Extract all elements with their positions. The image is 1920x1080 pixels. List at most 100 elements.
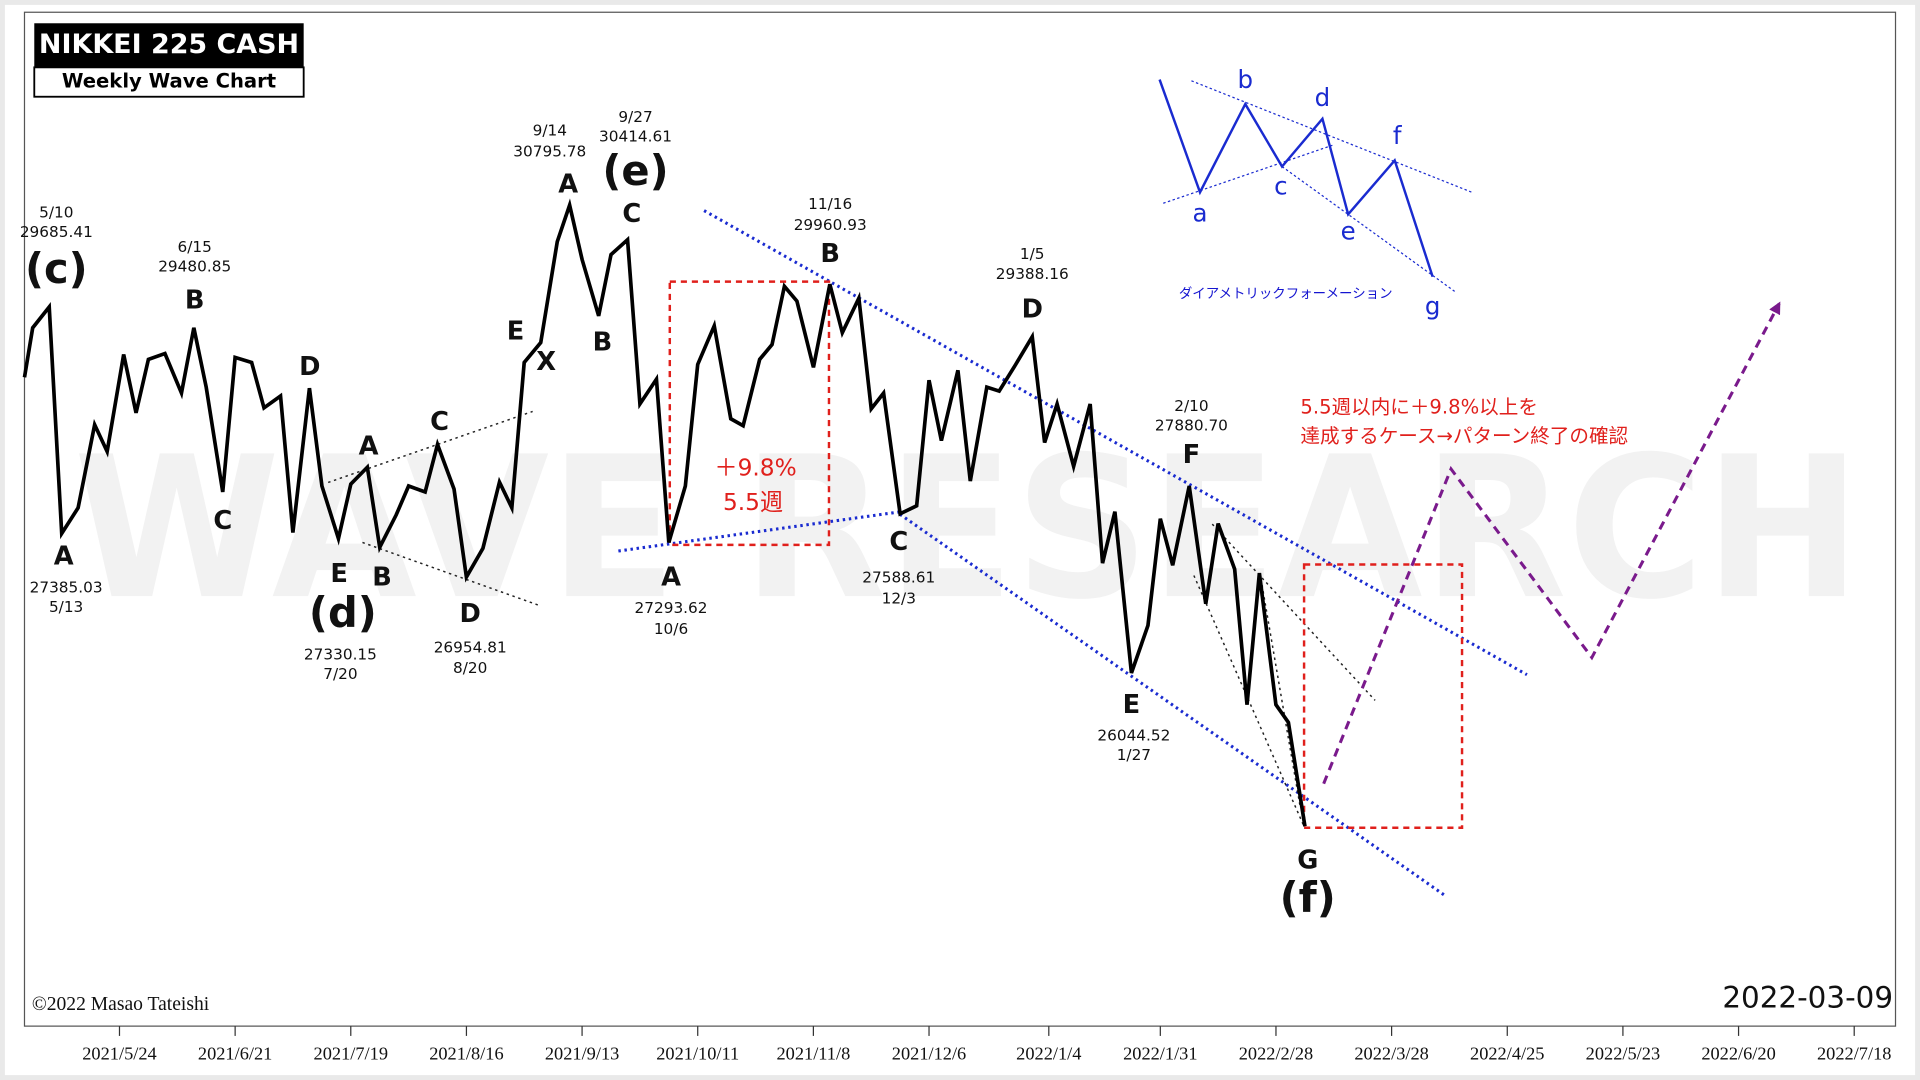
x-tick-label: 2021/7/19 <box>314 1044 388 1064</box>
wave-label: A <box>558 169 578 199</box>
wave-label: 26954.81 <box>434 638 507 656</box>
wave-label: 6/15 <box>178 238 212 256</box>
x-tick-label: 2022/6/20 <box>1701 1044 1775 1064</box>
inset-label: d <box>1315 83 1331 112</box>
x-tick-label: 2021/11/8 <box>776 1044 850 1064</box>
wave-label: D <box>299 352 320 382</box>
wave-label: 5.5週 <box>723 489 783 516</box>
x-tick-label: 2022/2/28 <box>1239 1044 1313 1064</box>
wave-label: C <box>889 527 908 557</box>
wave-label: X <box>536 347 556 377</box>
inset-label: e <box>1341 217 1356 246</box>
wave-label: (d) <box>309 588 377 637</box>
inset-line <box>1281 166 1456 292</box>
wave-label: G <box>1297 845 1318 875</box>
wave-label: 29685.41 <box>20 223 93 241</box>
wave-label: B <box>820 239 840 269</box>
wave-label: 9/14 <box>533 122 567 140</box>
wave-label: 27880.70 <box>1155 417 1228 435</box>
wave-label: F <box>1183 440 1201 470</box>
x-tick-label: 2021/6/21 <box>198 1044 272 1064</box>
drawing-layer: 2021/5/24 2021/6/21 2021/7/19 2021/8/16 2021… <box>20 65 1892 1064</box>
wave-label: 9/27 <box>618 108 652 126</box>
projection-arrow <box>1322 301 1781 785</box>
inset-label: b <box>1238 65 1254 94</box>
price-line <box>22 198 1307 827</box>
chart-background <box>4 4 1916 1076</box>
x-tick-label: 2021/9/13 <box>545 1044 619 1064</box>
chart-subtitle: Weekly Wave Chart <box>62 70 276 93</box>
trend-line <box>362 541 542 607</box>
channel-line <box>899 513 1447 898</box>
wave-label: 27293.62 <box>635 599 708 617</box>
wave-label: C <box>622 199 641 229</box>
wave-label: B <box>185 286 205 316</box>
x-tick-label: 2021/10/11 <box>656 1044 739 1064</box>
highlight-box <box>668 280 831 547</box>
wave-label: 26044.52 <box>1097 726 1170 744</box>
wave-label: D <box>460 599 481 629</box>
x-tick-label: 2022/5/23 <box>1586 1044 1660 1064</box>
wave-label: B <box>593 327 613 357</box>
highlight-box <box>1302 563 1464 829</box>
inset-label: g <box>1425 291 1441 320</box>
wave-label: (c) <box>25 244 88 293</box>
wave-label: E <box>1123 690 1141 720</box>
wave-label: 11/16 <box>808 195 852 213</box>
copyright: ©2022 Masao Tateishi <box>32 994 210 1015</box>
x-tick-label: 2021/5/24 <box>82 1044 156 1064</box>
x-tick-label: 2022/7/18 <box>1817 1044 1891 1064</box>
wave-label: 12/3 <box>882 589 916 607</box>
wave-label: 1/5 <box>1020 245 1045 263</box>
wave-label: C <box>213 506 232 536</box>
wave-label: 5/10 <box>39 204 73 222</box>
wave-label: 29960.93 <box>794 216 867 234</box>
inset-caption: ダイアメトリックフォーメーション <box>1179 286 1393 302</box>
x-tick-label: 2021/8/16 <box>429 1044 503 1064</box>
inset-wave <box>1158 79 1434 278</box>
x-tick-label: 2022/1/4 <box>1016 1044 1081 1064</box>
inset-label: a <box>1193 198 1208 227</box>
inset-line <box>1163 143 1335 204</box>
wave-label: A <box>661 562 681 592</box>
x-tick-label: 2021/12/6 <box>892 1044 966 1064</box>
wave-label: B <box>372 562 392 592</box>
wave-label: (e) <box>602 146 668 195</box>
wave-label: 2/10 <box>1174 397 1208 415</box>
chart-title: NIKKEI 225 CASH <box>39 29 299 60</box>
inset-line <box>1191 80 1473 193</box>
wave-label: (f) <box>1280 873 1336 922</box>
wave-label: 29480.85 <box>158 257 231 275</box>
wave-label: 30795.78 <box>513 142 586 160</box>
channel-line <box>703 209 1528 677</box>
wave-label: E <box>330 559 348 589</box>
x-tick-label: 2022/3/28 <box>1354 1044 1428 1064</box>
wave-label: 1/27 <box>1117 746 1151 764</box>
inset-label: c <box>1274 171 1287 200</box>
wave-label: 7/20 <box>323 665 357 683</box>
wave-label: D <box>1022 294 1043 324</box>
wave-label: 27385.03 <box>30 578 103 596</box>
wave-label: 27330.15 <box>304 646 377 664</box>
wave-label: 10/6 <box>654 620 688 638</box>
wave-label: 8/20 <box>453 659 487 677</box>
wave-label: 29388.16 <box>996 265 1069 283</box>
note: 達成するケース→パターン終了の確認 <box>1300 425 1628 448</box>
note: 5.5週以内に＋9.8%以上を <box>1300 395 1538 418</box>
wave-label: 30414.61 <box>599 128 672 146</box>
wave-label: 27588.61 <box>862 568 935 586</box>
wave-label: C <box>430 407 449 437</box>
title-box <box>34 23 304 68</box>
date-stamp: 2022-03-09 <box>1722 981 1893 1015</box>
wave-label: A <box>359 431 379 461</box>
plot-frame <box>23 11 1897 1027</box>
x-tick-label: 2022/1/31 <box>1123 1044 1197 1064</box>
wave-label: 5/13 <box>49 598 83 616</box>
channel-line <box>618 510 901 553</box>
wave-label: A <box>54 542 74 572</box>
inset-label: f <box>1393 121 1403 150</box>
wave-label: E <box>507 316 525 346</box>
subtitle-box <box>33 66 305 98</box>
wave-label: ＋9.8% <box>714 454 796 481</box>
